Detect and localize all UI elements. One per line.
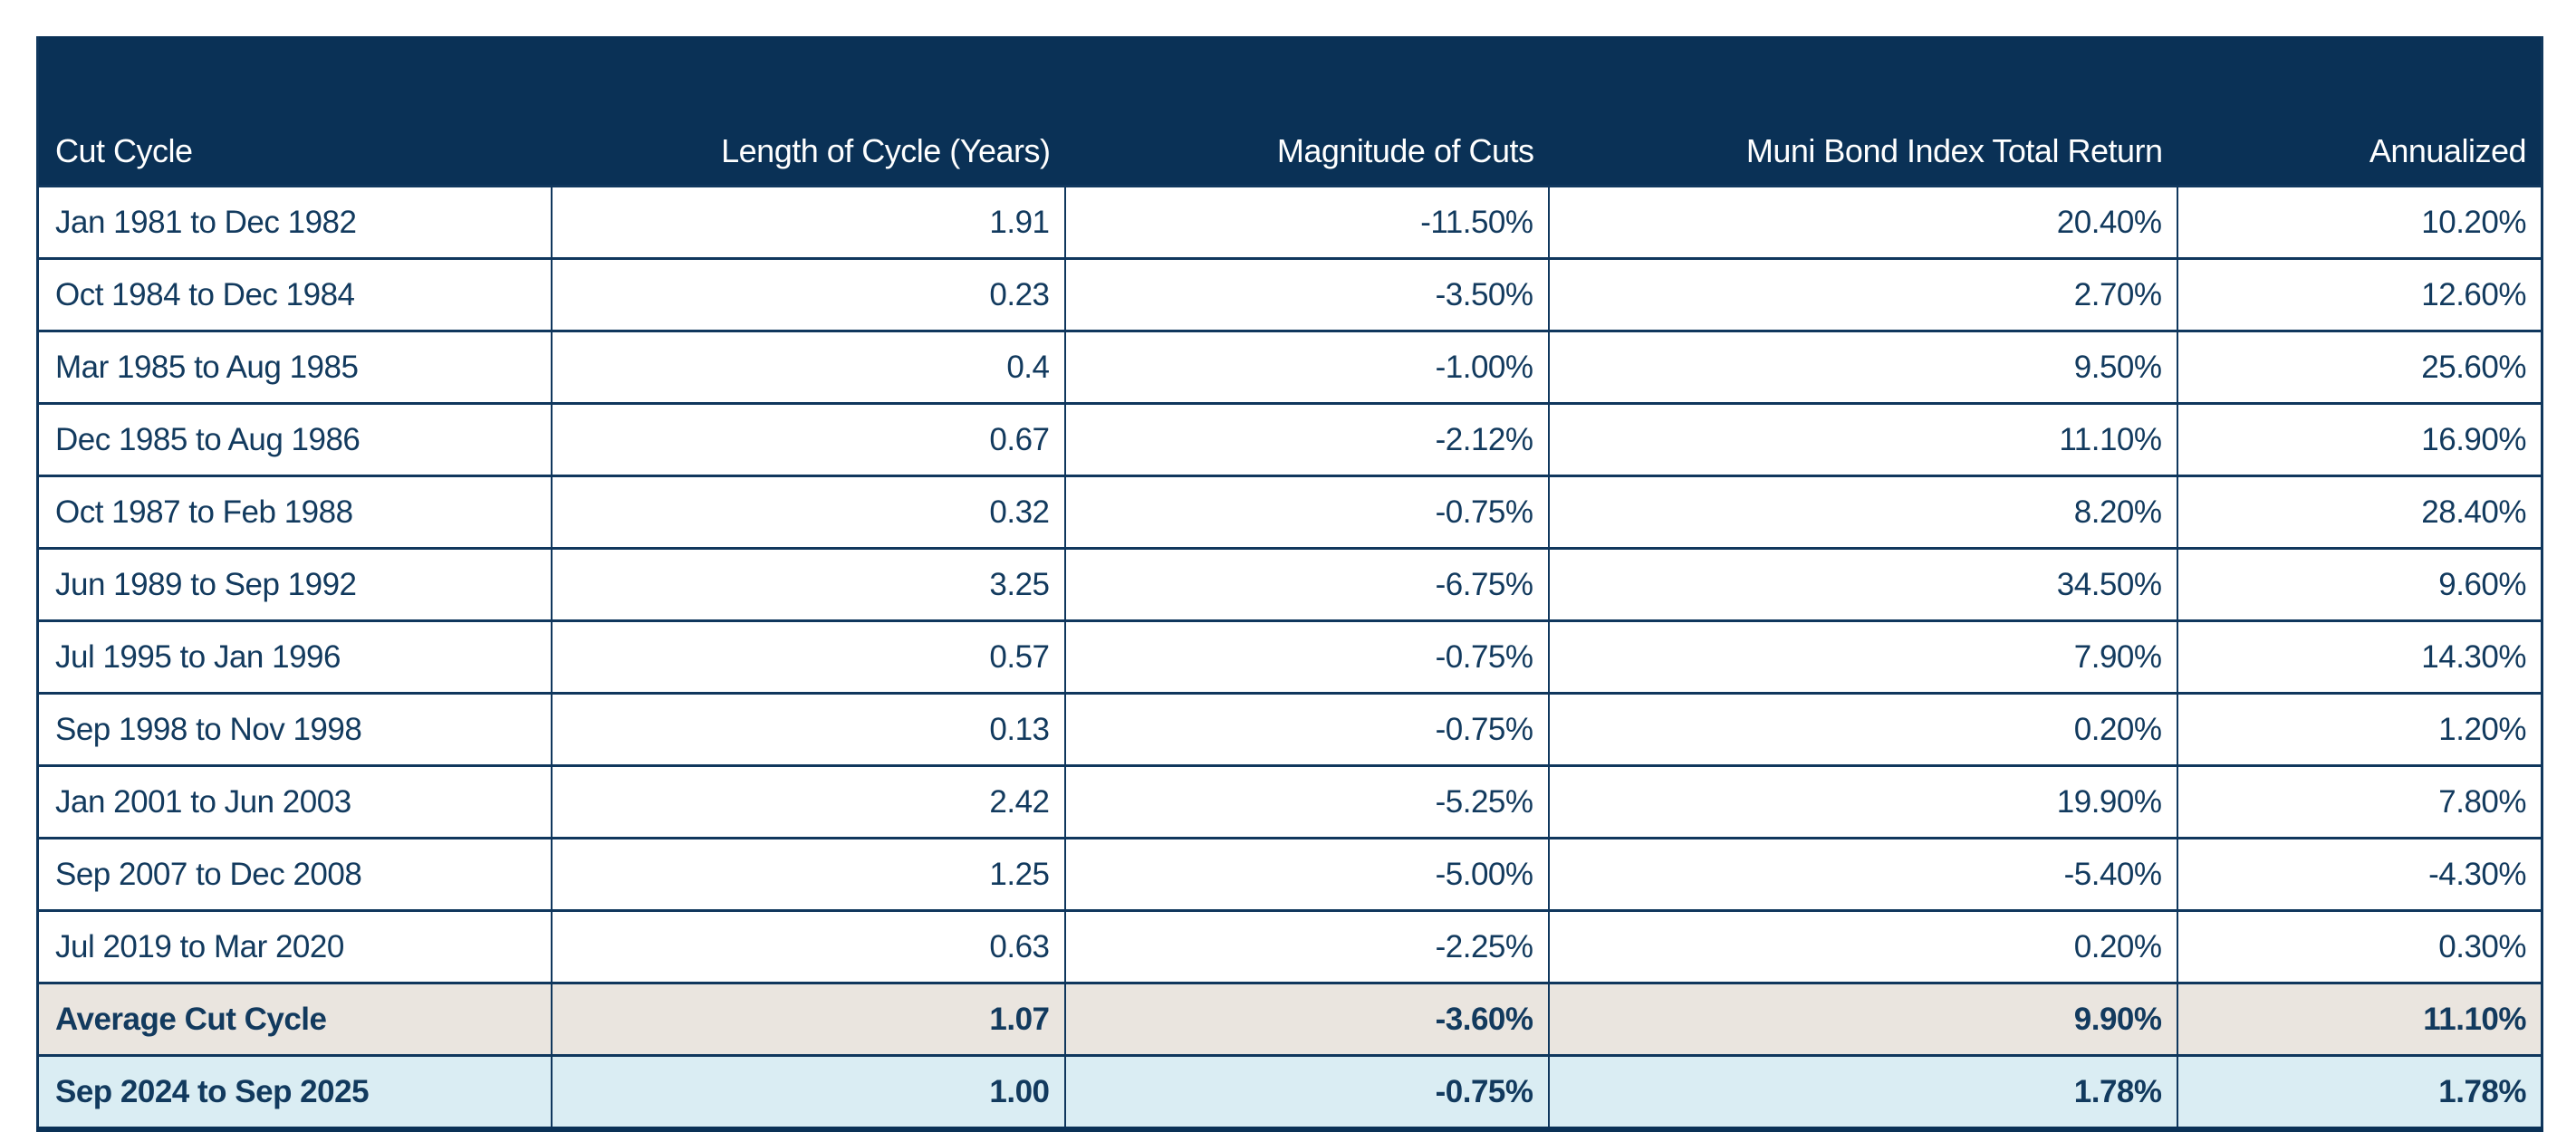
value-cell: 1.00 bbox=[550, 1054, 1066, 1129]
value-cell: -0.75% bbox=[1063, 692, 1550, 766]
value-cell: 7.90% bbox=[1547, 619, 2178, 694]
value-cell: 0.4 bbox=[550, 330, 1066, 404]
value-cell: 1.78% bbox=[1547, 1054, 2178, 1129]
col-header-annualized: Annualized bbox=[2177, 36, 2542, 187]
value-cell: 11.10% bbox=[1547, 402, 2178, 476]
row-label-cell: Mar 1985 to Aug 1985 bbox=[36, 330, 553, 404]
row-label-cell: Jan 1981 to Dec 1982 bbox=[36, 185, 553, 259]
value-cell: 25.60% bbox=[2176, 330, 2543, 404]
value-cell: 1.20% bbox=[2176, 692, 2543, 766]
table-row: Oct 1984 to Dec 1984 0.23 -3.50% 2.70% 12.60… bbox=[36, 257, 2543, 331]
value-cell: 2.42 bbox=[550, 764, 1066, 839]
value-cell: 16.90% bbox=[2176, 402, 2543, 476]
table-row: Jan 1981 to Dec 1982 1.91 -11.50% 20.40% 10.… bbox=[36, 185, 2543, 259]
value-cell: -5.40% bbox=[1547, 837, 2178, 911]
header-row: Cut Cycle Length of Cycle (Years) Magnit… bbox=[37, 36, 2542, 187]
row-label-cell: Jan 2001 to Jun 2003 bbox=[36, 764, 553, 839]
value-cell: -3.60% bbox=[1063, 982, 1550, 1056]
table-row: Jun 1989 to Sep 1992 3.25 -6.75% 34.50% 9.60… bbox=[36, 547, 2543, 621]
value-cell: 9.60% bbox=[2176, 547, 2543, 621]
value-cell: 0.63 bbox=[550, 909, 1066, 983]
table-row: Oct 1987 to Feb 1988 0.32 -0.75% 8.20% 28.40… bbox=[36, 475, 2543, 549]
value-cell: 1.78% bbox=[2176, 1054, 2543, 1129]
table-row: Dec 1985 to Aug 1986 0.67 -2.12% 11.10% 16.9… bbox=[36, 402, 2543, 476]
table-body: Jan 1981 to Dec 1982 1.91 -11.50% 20.40% 10.… bbox=[36, 185, 2543, 1129]
table-row: Sep 2024 to Sep 2025 1.00 -0.75% 1.78% 1.78% bbox=[36, 1054, 2543, 1129]
value-cell: 28.40% bbox=[2176, 475, 2543, 549]
value-cell: -6.75% bbox=[1063, 547, 1550, 621]
col-header-muni-bond-index-total-return: Muni Bond Index Total Return bbox=[1548, 36, 2177, 187]
row-label-cell: Sep 1998 to Nov 1998 bbox=[36, 692, 553, 766]
cut-cycle-table-container: Cut Cycle Length of Cycle (Years) Magnit… bbox=[36, 36, 2543, 1132]
value-cell: -3.50% bbox=[1063, 257, 1550, 331]
value-cell: -2.25% bbox=[1063, 909, 1550, 983]
table-header: Cut Cycle Length of Cycle (Years) Magnit… bbox=[37, 36, 2542, 187]
value-cell: 8.20% bbox=[1547, 475, 2178, 549]
value-cell: 7.80% bbox=[2176, 764, 2543, 839]
table-row: Sep 2007 to Dec 2008 1.25 -5.00% -5.40% -4.3… bbox=[36, 837, 2543, 911]
col-header-cut-cycle: Cut Cycle bbox=[37, 36, 552, 187]
row-label-cell: Sep 2007 to Dec 2008 bbox=[36, 837, 553, 911]
value-cell: 10.20% bbox=[2176, 185, 2543, 259]
value-cell: 0.30% bbox=[2176, 909, 2543, 983]
row-label-cell: Sep 2024 to Sep 2025 bbox=[36, 1054, 553, 1129]
value-cell: -11.50% bbox=[1063, 185, 1550, 259]
value-cell: 9.90% bbox=[1547, 982, 2178, 1056]
value-cell: 12.60% bbox=[2176, 257, 2543, 331]
col-header-magnitude-of-cuts: Magnitude of Cuts bbox=[1064, 36, 1549, 187]
table-row: Jan 2001 to Jun 2003 2.42 -5.25% 19.90% 7.80… bbox=[36, 764, 2543, 839]
value-cell: 0.20% bbox=[1547, 909, 2178, 983]
row-label-cell: Jun 1989 to Sep 1992 bbox=[36, 547, 553, 621]
value-cell: 19.90% bbox=[1547, 764, 2178, 839]
row-label-cell: Jul 1995 to Jan 1996 bbox=[36, 619, 553, 694]
value-cell: 0.20% bbox=[1547, 692, 2178, 766]
value-cell: 11.10% bbox=[2176, 982, 2543, 1056]
row-label-cell: Oct 1984 to Dec 1984 bbox=[36, 257, 553, 331]
col-header-length-of-cycle: Length of Cycle (Years) bbox=[551, 36, 1065, 187]
table-row: Jul 2019 to Mar 2020 0.63 -2.25% 0.20% 0.30% bbox=[36, 909, 2543, 983]
row-label-cell: Jul 2019 to Mar 2020 bbox=[36, 909, 553, 983]
value-cell: 2.70% bbox=[1547, 257, 2178, 331]
table-row: Sep 1998 to Nov 1998 0.13 -0.75% 0.20% 1.20% bbox=[36, 692, 2543, 766]
table-row: Jul 1995 to Jan 1996 0.57 -0.75% 7.90% 14.30… bbox=[36, 619, 2543, 694]
value-cell: 3.25 bbox=[550, 547, 1066, 621]
value-cell: -0.75% bbox=[1063, 475, 1550, 549]
table-row: Mar 1985 to Aug 1985 0.4 -1.00% 9.50% 25.60% bbox=[36, 330, 2543, 404]
value-cell: 34.50% bbox=[1547, 547, 2178, 621]
value-cell: 1.07 bbox=[550, 982, 1066, 1056]
value-cell: 0.32 bbox=[550, 475, 1066, 549]
value-cell: 0.67 bbox=[550, 402, 1066, 476]
value-cell: -4.30% bbox=[2176, 837, 2543, 911]
cut-cycle-table: Cut Cycle Length of Cycle (Years) Magnit… bbox=[36, 36, 2543, 1132]
value-cell: -0.75% bbox=[1063, 619, 1550, 694]
value-cell: 0.13 bbox=[550, 692, 1066, 766]
row-label-cell: Average Cut Cycle bbox=[36, 982, 553, 1056]
value-cell: -5.00% bbox=[1063, 837, 1550, 911]
table-row: Average Cut Cycle 1.07 -3.60% 9.90% 11.10% bbox=[36, 982, 2543, 1056]
value-cell: 0.23 bbox=[550, 257, 1066, 331]
row-label-cell: Oct 1987 to Feb 1988 bbox=[36, 475, 553, 549]
value-cell: 9.50% bbox=[1547, 330, 2178, 404]
value-cell: -2.12% bbox=[1063, 402, 1550, 476]
value-cell: 14.30% bbox=[2176, 619, 2543, 694]
value-cell: -1.00% bbox=[1063, 330, 1550, 404]
value-cell: 20.40% bbox=[1547, 185, 2178, 259]
row-label-cell: Dec 1985 to Aug 1986 bbox=[36, 402, 553, 476]
value-cell: 0.57 bbox=[550, 619, 1066, 694]
value-cell: 1.25 bbox=[550, 837, 1066, 911]
value-cell: -5.25% bbox=[1063, 764, 1550, 839]
value-cell: 1.91 bbox=[550, 185, 1066, 259]
value-cell: -0.75% bbox=[1063, 1054, 1550, 1129]
